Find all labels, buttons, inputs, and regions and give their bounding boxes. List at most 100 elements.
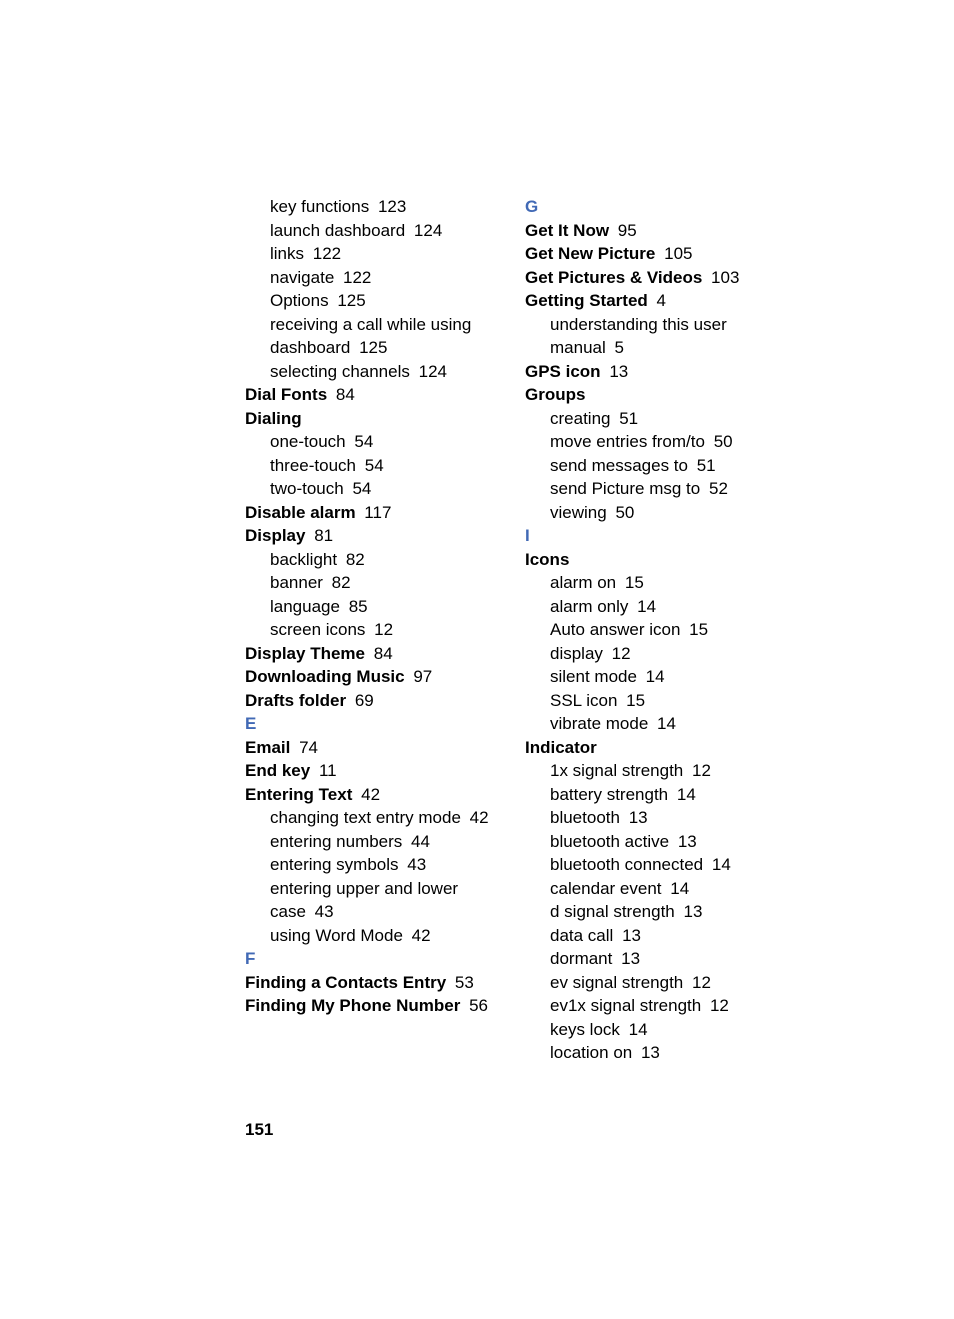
index-entry-page[interactable]: 124 [414,221,442,240]
index-entry-page[interactable]: 85 [349,597,368,616]
index-entry-page[interactable]: 122 [313,244,341,263]
index-entry-page[interactable]: 74 [299,738,318,757]
section-letter: F [245,947,490,971]
index-entry-sub: d signal strength 13 [550,900,775,924]
index-entry-sub: location on 13 [550,1041,775,1065]
index-entry-page[interactable]: 56 [469,996,488,1015]
index-entry-sub: using Word Mode 42 [270,924,490,948]
index-entry-page[interactable]: 124 [419,362,447,381]
index-entry-page[interactable]: 52 [709,479,728,498]
index-entry-page[interactable]: 11 [319,761,337,780]
index-entry-sub: vibrate mode 14 [550,712,775,736]
index-entry-page[interactable]: 13 [609,362,628,381]
index-entry-sub: Auto answer icon 15 [550,618,775,642]
index-entry-top: End key 11 [245,759,490,783]
index-entry-label: backlight [270,550,337,569]
index-entry-label: data call [550,926,613,945]
index-entry-page[interactable]: 54 [365,456,384,475]
index-entry-page[interactable]: 14 [677,785,696,804]
index-entry-page[interactable]: 117 [364,503,391,522]
index-entry-page[interactable]: 14 [657,714,676,733]
index-entry-sub: launch dashboard 124 [270,219,490,243]
index-entry-page[interactable]: 13 [683,902,702,921]
index-entry-page[interactable]: 14 [712,855,731,874]
index-entry-page[interactable]: 14 [637,597,656,616]
index-entry-page[interactable]: 15 [689,620,708,639]
index-entry-page[interactable]: 13 [621,949,640,968]
index-entry-label: calendar event [550,879,662,898]
index-entry-page[interactable]: 12 [612,644,631,663]
index-entry-label: navigate [270,268,334,287]
index-entry-sub: alarm on 15 [550,571,775,595]
index-entry-page[interactable]: 12 [374,620,393,639]
index-entry-label: understanding this user manual [550,315,727,358]
index-entry-page[interactable]: 44 [411,832,430,851]
index-entry-page[interactable]: 95 [618,221,637,240]
index-entry-page[interactable]: 105 [664,244,692,263]
index-entry-page[interactable]: 43 [407,855,426,874]
index-entry-page[interactable]: 84 [374,644,393,663]
index-entry-sub: SSL icon 15 [550,689,775,713]
index-entry-label: bluetooth active [550,832,669,851]
index-entry-page[interactable]: 12 [692,761,711,780]
index-entry-page[interactable]: 50 [714,432,733,451]
index-entry-label: one-touch [270,432,346,451]
index-entry-page[interactable]: 69 [355,691,374,710]
index-entry-label: Entering Text [245,785,352,804]
index-entry-label: vibrate mode [550,714,648,733]
section-letter: I [525,524,775,548]
index-entry-page[interactable]: 84 [336,385,355,404]
index-entry-page[interactable]: 14 [670,879,689,898]
index-entry-page[interactable]: 54 [352,479,371,498]
index-entry-page[interactable]: 97 [413,667,432,686]
index-entry-page[interactable]: 122 [343,268,371,287]
section-letter: E [245,712,490,736]
index-entry-page[interactable]: 4 [657,291,666,310]
index-entry-page[interactable]: 13 [622,926,641,945]
index-entry-label: ev signal strength [550,973,683,992]
index-entry-sub: keys lock 14 [550,1018,775,1042]
index-entry-page[interactable]: 13 [678,832,697,851]
index-entry-page[interactable]: 42 [412,926,431,945]
index-entry-label: alarm on [550,573,616,592]
index-entry-page[interactable]: 42 [470,808,489,827]
index-entry-sub: banner 82 [270,571,490,595]
index-entry-label: entering symbols [270,855,399,874]
index-entry-page[interactable]: 51 [697,456,716,475]
index-entry-top: Groups [525,383,775,407]
index-entry-page[interactable]: 123 [378,197,406,216]
index-entry-page[interactable]: 82 [346,550,365,569]
index-entry-page[interactable]: 15 [626,691,645,710]
index-entry-page[interactable]: 14 [646,667,665,686]
index-entry-page[interactable]: 12 [710,996,729,1015]
index-entry-page[interactable]: 125 [337,291,365,310]
index-entry-top: Get New Picture 105 [525,242,775,266]
index-entry-sub: links 122 [270,242,490,266]
index-columns: key functions 123launch dashboard 124lin… [245,195,775,1065]
index-entry-label: move entries from/to [550,432,705,451]
index-entry-top: Email 74 [245,736,490,760]
index-entry-page[interactable]: 14 [629,1020,648,1039]
index-entry-page[interactable]: 51 [619,409,638,428]
index-entry-top: Finding a Contacts Entry 53 [245,971,490,995]
index-entry-page[interactable]: 42 [361,785,380,804]
index-entry-page[interactable]: 82 [332,573,351,592]
index-entry-page[interactable]: 5 [615,338,624,357]
index-entry-sub: send messages to 51 [550,454,775,478]
index-entry-page[interactable]: 54 [354,432,373,451]
index-entry-label: Auto answer icon [550,620,680,639]
index-entry-page[interactable]: 50 [615,503,634,522]
index-entry-page[interactable]: 81 [314,526,333,545]
index-entry-page[interactable]: 12 [692,973,711,992]
index-entry-sub: calendar event 14 [550,877,775,901]
index-entry-top: Indicator [525,736,775,760]
index-entry-page[interactable]: 15 [625,573,644,592]
index-entry-page[interactable]: 13 [641,1043,660,1062]
index-entry-page[interactable]: 43 [315,902,334,921]
index-entry-page[interactable]: 13 [629,808,648,827]
index-entry-sub: two-touch 54 [270,477,490,501]
index-entry-page[interactable]: 53 [455,973,474,992]
index-entry-sub: creating 51 [550,407,775,431]
index-entry-page[interactable]: 103 [711,268,739,287]
index-entry-page[interactable]: 125 [359,338,387,357]
